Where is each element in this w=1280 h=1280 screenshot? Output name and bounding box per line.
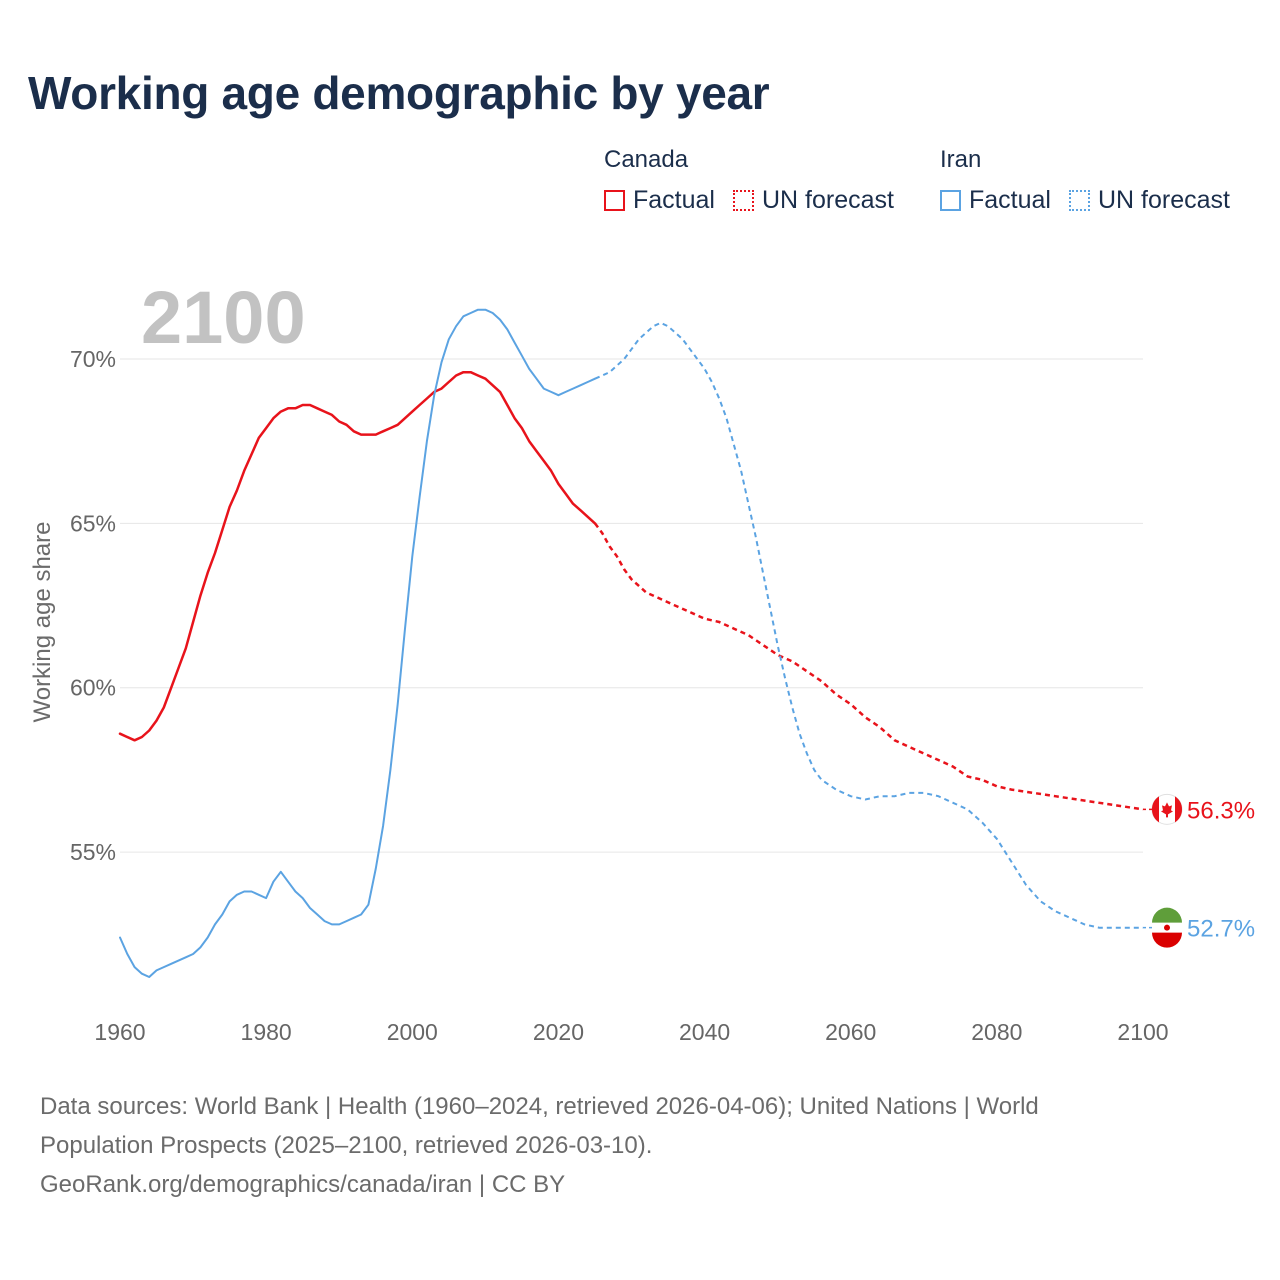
maple-leaf-icon (1161, 802, 1173, 818)
series-line-canada-forecast (593, 522, 1144, 811)
series-end-markers: 56.3% 52.7% (1143, 793, 1255, 948)
x-tick-label-1960: 1960 (94, 1019, 145, 1045)
legend-swatch-iran-forecast (1068, 190, 1090, 211)
footer-line-1: Data sources: World Bank | Health (1960–… (40, 1093, 1039, 1120)
legend-item-canada-forecast[interactable]: UN forecast (732, 186, 894, 215)
x-axis-ticks: 1960 1980 2000 2020 2040 2060 2080 2100 (94, 1019, 1168, 1045)
y-tick-label-60: 60% (70, 675, 116, 701)
y-axis-label: Working age share (29, 522, 56, 723)
year-overlay-label: 2100 (141, 276, 306, 359)
legend-label-canada-forecast: UN forecast (761, 186, 894, 214)
legend-item-canada-factual[interactable]: Factual (604, 186, 715, 215)
legend-label-iran-factual: Factual (969, 186, 1051, 214)
end-value-label-canada: 56.3% (1187, 797, 1255, 824)
flag-canada-right-band (1175, 796, 1183, 823)
gridlines (120, 358, 1143, 853)
x-tick-label-2080: 2080 (971, 1019, 1022, 1045)
source-footer: Data sources: World Bank | Health (1960–… (40, 1087, 1240, 1204)
y-tick-label-70: 70% (70, 346, 116, 372)
legend-swatch-canada-factual (604, 190, 625, 211)
legend-item-iran-factual[interactable]: Factual (940, 186, 1051, 215)
series-lines (118, 308, 1144, 978)
flag-iran-green-band (1152, 907, 1182, 923)
x-tick-label-2060: 2060 (825, 1019, 876, 1045)
flag-canada-icon (1151, 793, 1183, 825)
y-tick-label-65: 65% (70, 510, 116, 536)
legend-swatch-iran-factual (940, 190, 961, 211)
legend-group-name-iran: Iran (940, 146, 982, 173)
legend-label-canada-factual: Factual (633, 186, 715, 214)
legend-group-iran: Iran Factual UN forecast (940, 146, 1230, 215)
x-tick-label-2000: 2000 (387, 1019, 438, 1045)
flag-iran-red-band (1152, 932, 1182, 948)
flag-iran-emblem (1164, 924, 1170, 931)
flag-iran-icon (1152, 907, 1182, 948)
series-line-iran-forecast (594, 321, 1143, 929)
footer-line-3: GeoRank.org/demographics/canada/iran | C… (40, 1171, 566, 1198)
series-line-iran-factual (119, 308, 596, 978)
legend-group-canada: Canada Factual UN forecast (604, 146, 894, 215)
x-tick-label-2040: 2040 (679, 1019, 730, 1045)
footer-line-2: Population Prospects (2025–2100, retriev… (40, 1132, 653, 1159)
x-tick-label-1980: 1980 (241, 1019, 292, 1045)
legend-swatch-canada-forecast (732, 190, 754, 211)
legend-group-name-canada: Canada (604, 146, 689, 173)
y-tick-label-55: 55% (70, 839, 116, 865)
chart-title: Working age demographic by year (28, 67, 770, 119)
flag-canada-left-band (1151, 796, 1159, 823)
x-tick-label-2100: 2100 (1117, 1019, 1168, 1045)
legend-item-iran-forecast[interactable]: UN forecast (1068, 186, 1230, 215)
y-axis-ticks: 55% 60% 65% 70% (70, 346, 116, 865)
series-line-canada-factual (118, 370, 597, 742)
x-tick-label-2020: 2020 (533, 1019, 584, 1045)
legend-label-iran-forecast: UN forecast (1097, 186, 1230, 214)
end-value-label-iran: 52.7% (1187, 916, 1255, 943)
